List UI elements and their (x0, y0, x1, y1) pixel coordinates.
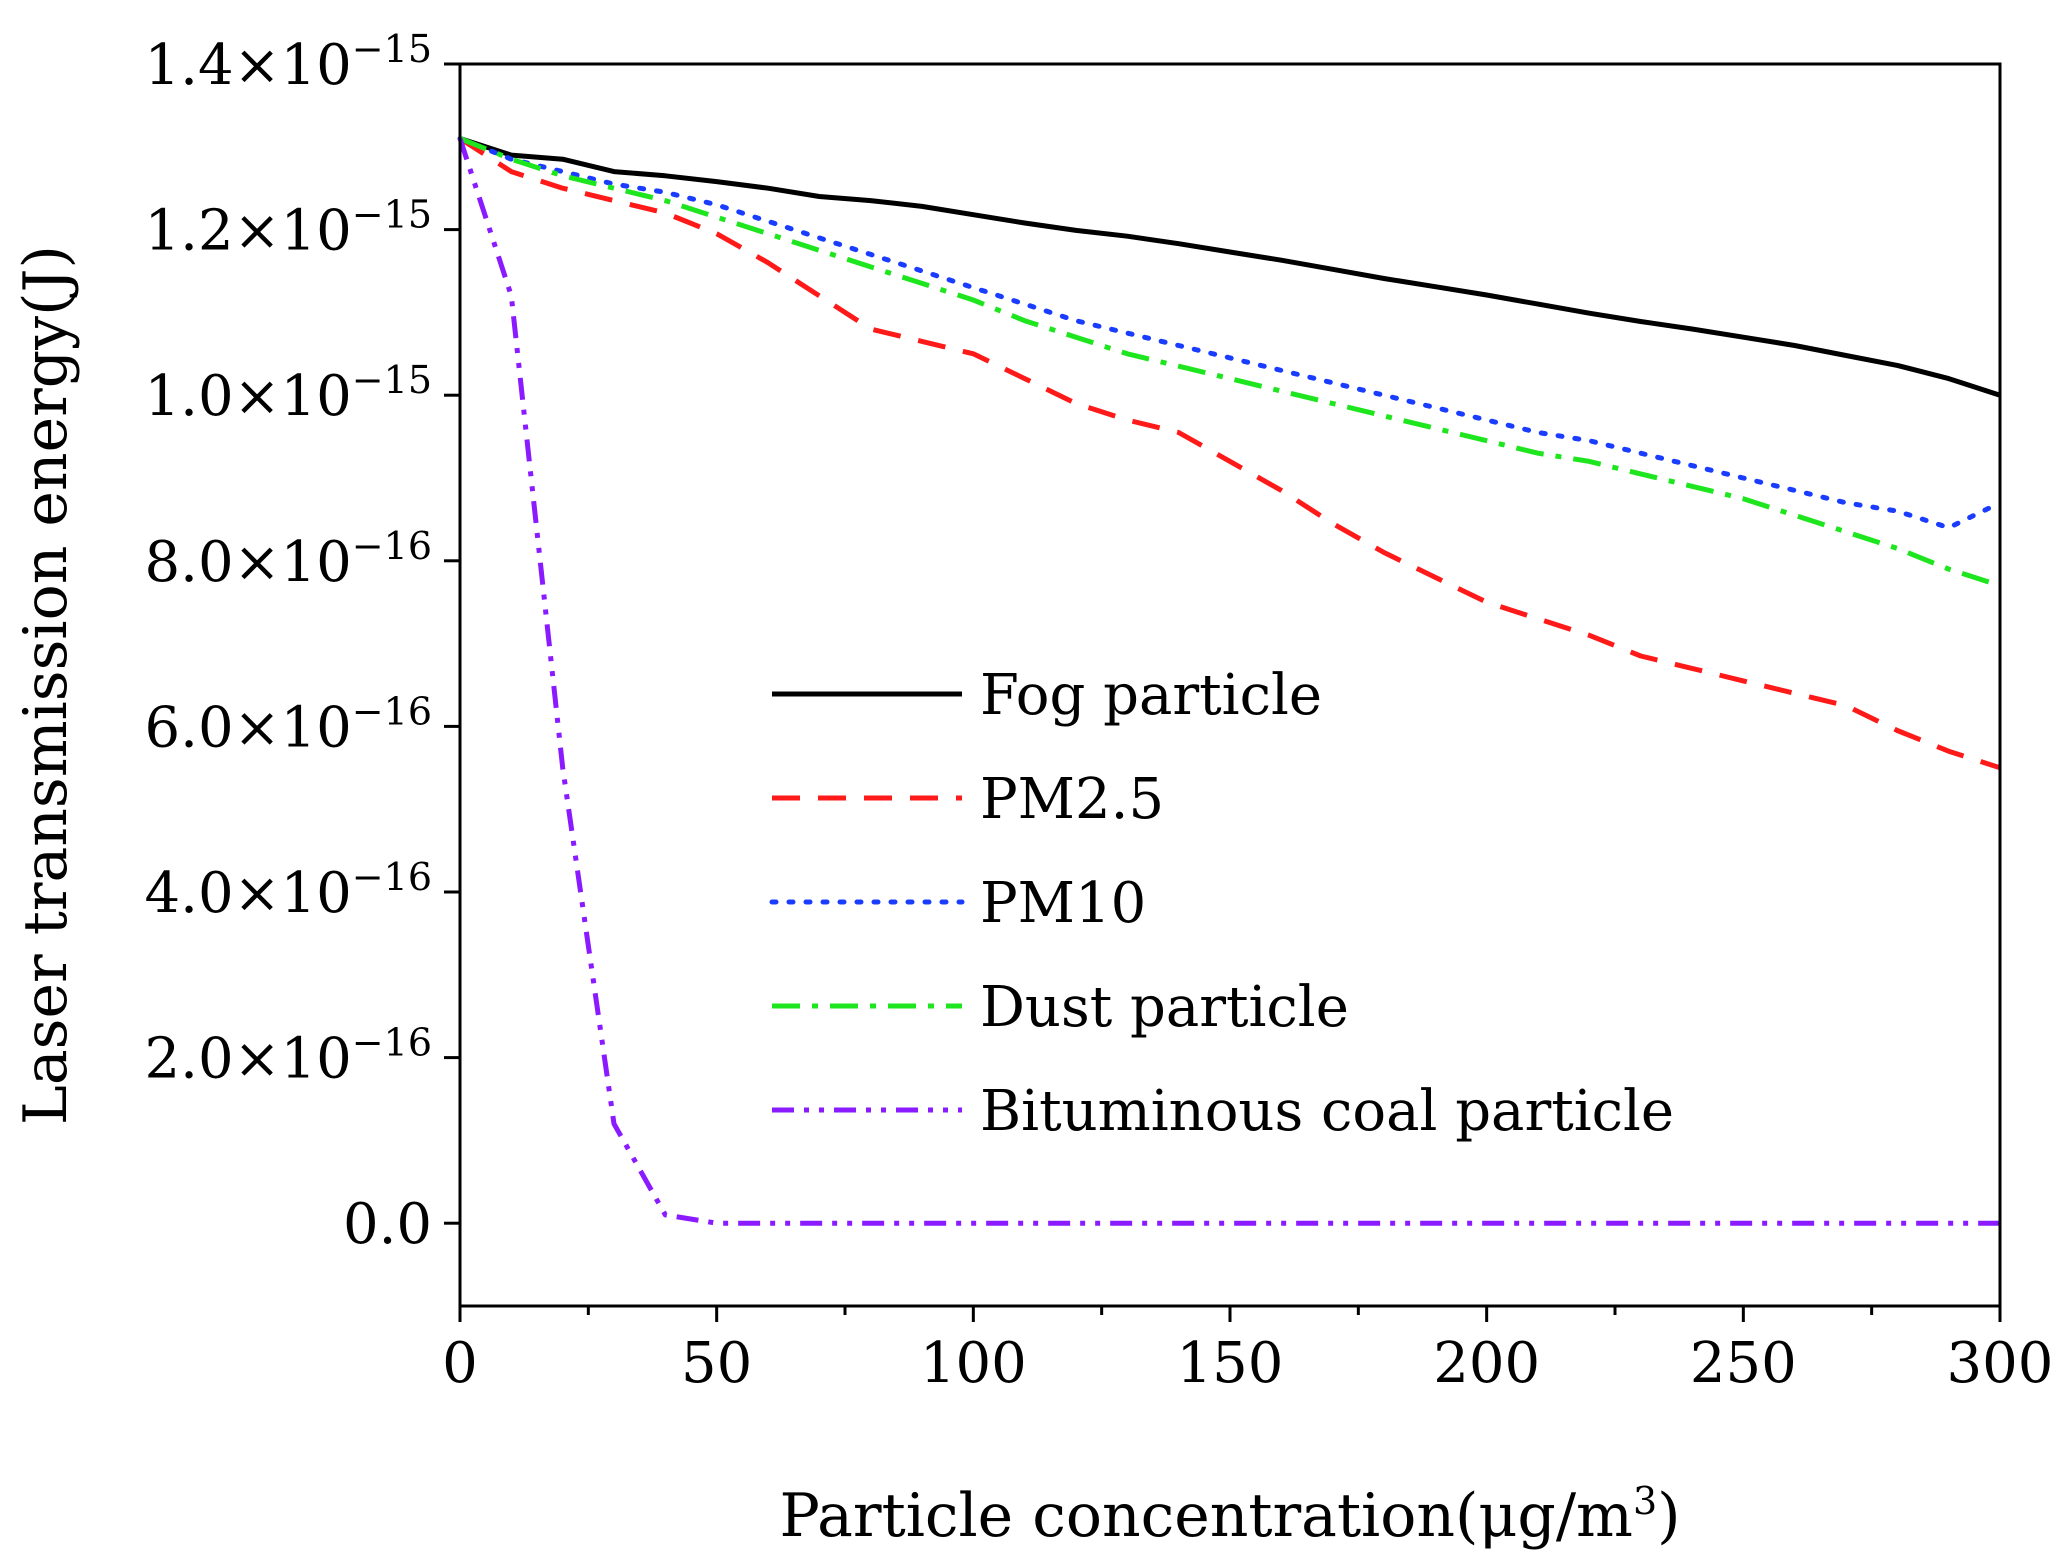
x-tick-label: 200 (1433, 1331, 1540, 1396)
y-axis-title: Laser transmission energy(J) (11, 245, 81, 1125)
series-line-pm2-5 (458, 136, 2001, 771)
x-tick-label: 100 (920, 1331, 1027, 1396)
legend-label: Fog particle (980, 663, 1322, 728)
series-line-fog-particle (459, 136, 2001, 398)
legend-item: Fog particle (772, 663, 1322, 728)
x-tick-label: 300 (1947, 1331, 2054, 1396)
x-tick-label: 250 (1690, 1331, 1797, 1396)
y-tick-label: 1.0×10−15 (145, 358, 432, 429)
legend-label: Bituminous coal particle (980, 1079, 1674, 1144)
x-tick-label: 50 (681, 1331, 752, 1396)
legend: Fog particle PM2.5 PM10 Dust particle Bitumi… (769, 663, 1674, 1144)
legend-item: Bituminous coal particle (772, 1079, 1674, 1144)
x-axis-title-close: ) (1657, 1481, 1680, 1551)
legend-label: PM10 (980, 871, 1146, 936)
x-tick-label: 150 (1177, 1331, 1284, 1396)
x-axis-ticks: 0 50 100 150 200 250 300 (442, 1306, 2053, 1396)
y-tick-label: 6.0×10−16 (145, 689, 432, 760)
legend-item: PM2.5 (772, 767, 1164, 832)
y-tick-label: 0.0 (343, 1192, 432, 1257)
series-line-dust-particle (459, 136, 2001, 588)
series-line-pm10 (457, 136, 2003, 531)
y-tick-label: 1.4×10−15 (145, 27, 432, 98)
series-line-bituminous-coal-particle (457, 137, 2000, 1226)
x-axis-title: Particle concentration(μg/m3) (779, 1479, 1680, 1551)
legend-label: PM2.5 (980, 767, 1164, 832)
x-tick-label: 0 (442, 1331, 478, 1396)
y-tick-label: 2.0×10−16 (145, 1021, 432, 1092)
plot-area-frame (458, 62, 2002, 1308)
x-axis-title-main: Particle concentration(μg/m (779, 1481, 1632, 1551)
y-tick-label: 1.2×10−15 (145, 193, 432, 264)
x-axis-title-superscript: 3 (1633, 1479, 1657, 1523)
y-tick-label: 8.0×10−16 (145, 524, 432, 595)
legend-item: Dust particle (772, 975, 1349, 1040)
y-axis-ticks: 0.0 2.0×10−16 4.0×10−16 6.0×10−16 8.0×10−16 1… (145, 27, 460, 1257)
legend-label: Dust particle (980, 975, 1349, 1040)
y-tick-label: 4.0×10−16 (145, 855, 432, 926)
legend-item: PM10 (769, 871, 1146, 936)
series-lines (457, 136, 2003, 1226)
